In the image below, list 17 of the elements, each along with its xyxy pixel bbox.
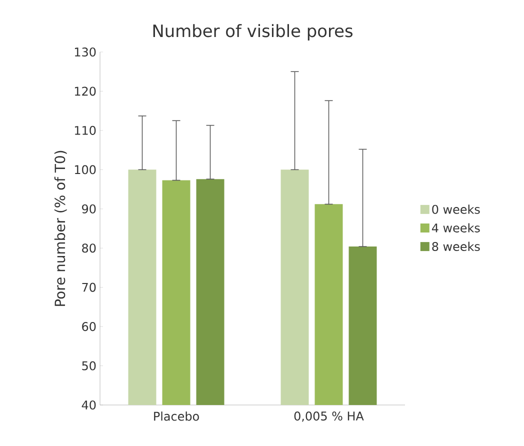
y-tick-label: 80 (82, 244, 96, 253)
x-tick-label: Placebo (154, 412, 199, 421)
y-tick-label: 110 (74, 126, 96, 135)
y-tick-label: 70 (82, 282, 96, 292)
chart-title: Number of visible pores (153, 24, 352, 40)
y-tick-label: 50 (82, 361, 96, 370)
y-tick-label: 40 (82, 400, 96, 410)
legend-label: 4 weeks (432, 223, 480, 232)
y-tick-label: 120 (74, 86, 96, 96)
y-tick-label: 90 (82, 204, 96, 214)
legend-label: 0 weeks (432, 204, 480, 214)
y-tick-label: 100 (74, 165, 96, 174)
x-tick-label: 0,005 % HA (294, 412, 364, 422)
y-tick-label: 130 (74, 47, 96, 57)
legend-label: 8 weeks (432, 242, 480, 252)
y-tick-label: 60 (82, 322, 96, 332)
y-axis-title: Pore number (% of T0) (54, 150, 67, 306)
